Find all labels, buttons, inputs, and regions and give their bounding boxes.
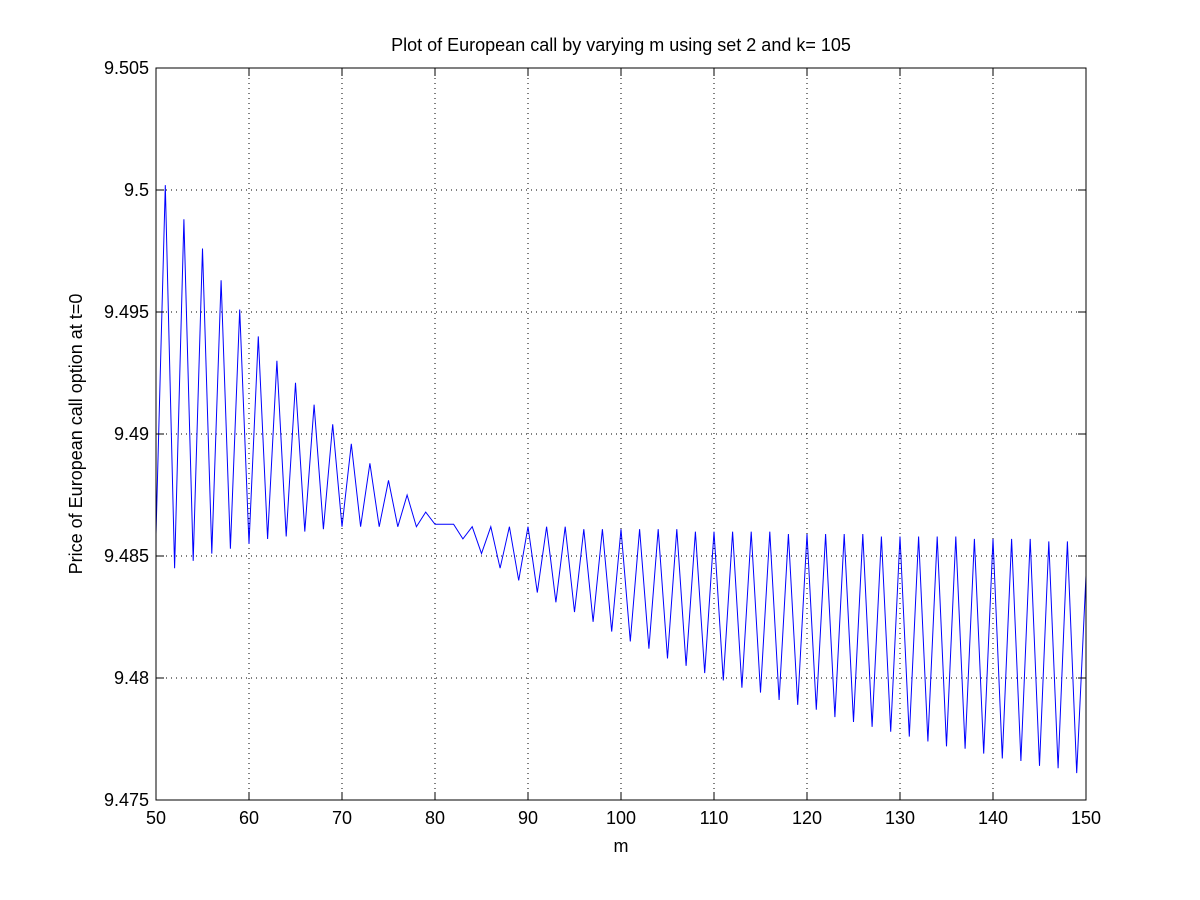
x-axis-label: m xyxy=(614,836,629,856)
x-tick-label: 70 xyxy=(332,808,352,828)
x-tick-label: 90 xyxy=(518,808,538,828)
x-tick-label: 130 xyxy=(885,808,915,828)
y-tick-label: 9.495 xyxy=(104,302,149,322)
axis-ticks xyxy=(155,67,1087,801)
chart-title: Plot of European call by varying m using… xyxy=(391,35,851,55)
series-layer xyxy=(155,185,1087,774)
x-tick-label: 120 xyxy=(792,808,822,828)
y-axis-label: Price of European call option at t=0 xyxy=(66,294,86,575)
y-tick-label: 9.48 xyxy=(114,668,149,688)
y-tick-label: 9.49 xyxy=(114,424,149,444)
x-tick-label: 60 xyxy=(239,808,259,828)
series-line xyxy=(155,185,1087,774)
y-tick-label: 9.475 xyxy=(104,790,149,810)
x-tick-label: 150 xyxy=(1071,808,1101,828)
x-tick-label: 50 xyxy=(146,808,166,828)
x-tick-labels: 50 60 70 80 90 100 110 120 130 140 150 xyxy=(146,808,1101,828)
x-tick-label: 110 xyxy=(700,808,729,828)
y-tick-label: 9.505 xyxy=(104,58,149,78)
y-tick-label: 9.485 xyxy=(104,546,149,566)
x-tick-label: 100 xyxy=(606,808,636,828)
x-tick-label: 140 xyxy=(978,808,1008,828)
x-tick-label: 80 xyxy=(425,808,445,828)
y-tick-label: 9.5 xyxy=(124,180,149,200)
y-tick-labels: 9.475 9.48 9.485 9.49 9.495 9.5 9.505 xyxy=(104,58,149,810)
